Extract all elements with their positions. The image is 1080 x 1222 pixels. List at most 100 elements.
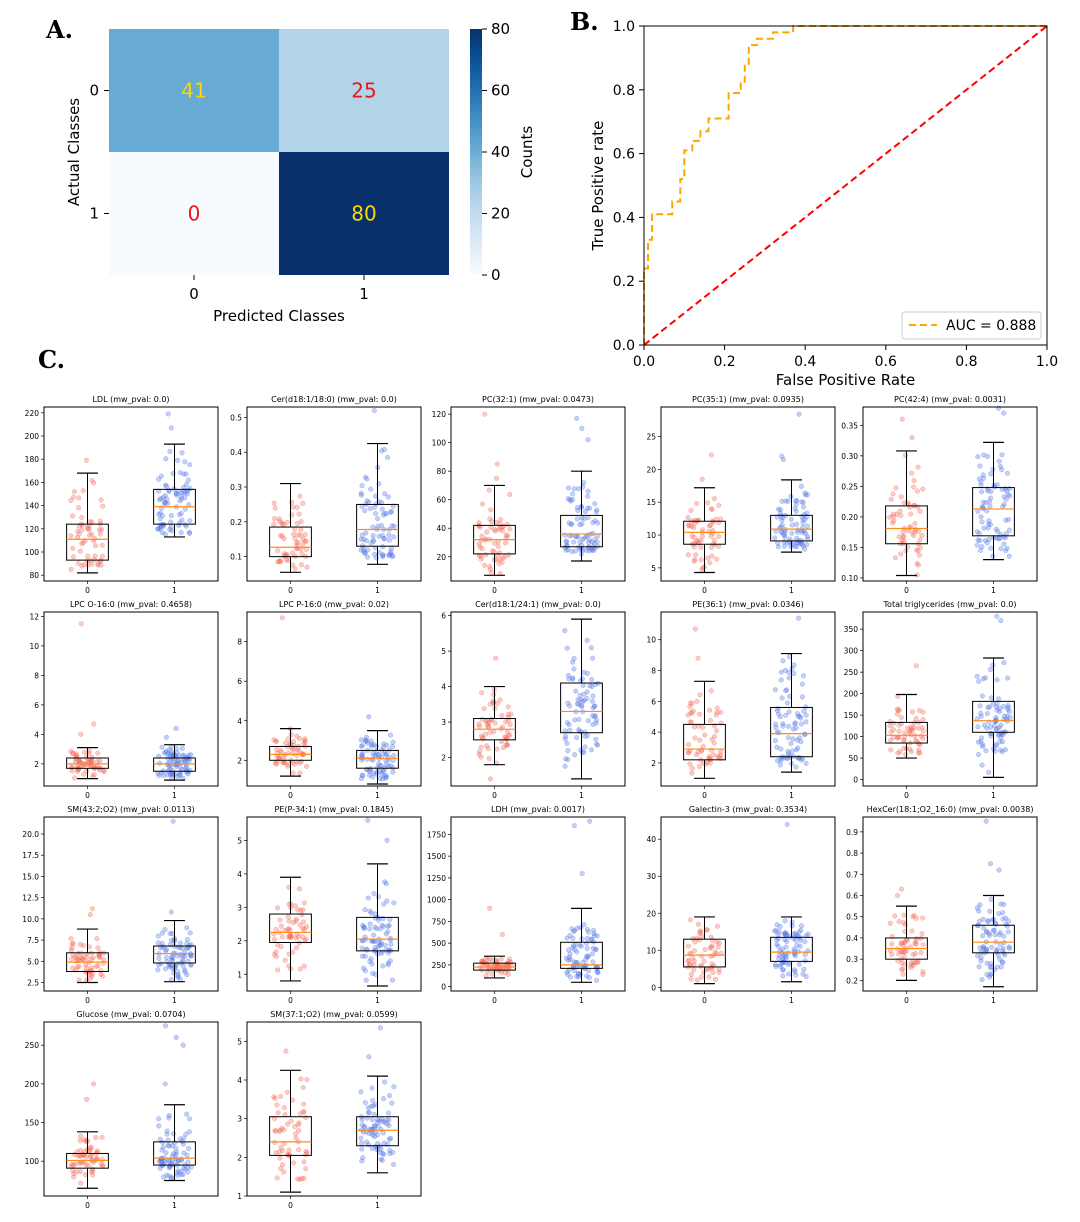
- data-point: [177, 940, 184, 946]
- data-point: [371, 539, 377, 545]
- data-point: [79, 540, 85, 547]
- data-point: [68, 533, 74, 539]
- data-point: [709, 553, 715, 559]
- data-point: [997, 709, 1003, 715]
- data-point: [494, 746, 500, 752]
- outlier-point: [695, 655, 701, 661]
- data-point: [994, 707, 1000, 713]
- y-tick-label: 2: [651, 759, 656, 768]
- data-point: [590, 655, 596, 661]
- data-point: [486, 755, 492, 761]
- data-point: [503, 540, 509, 546]
- data-point: [714, 705, 720, 711]
- data-point: [685, 958, 691, 964]
- data-point: [702, 732, 708, 738]
- data-point: [100, 973, 106, 979]
- data-point: [183, 1131, 189, 1137]
- data-point: [277, 1155, 283, 1161]
- data-point: [478, 744, 484, 750]
- data-point: [778, 677, 784, 683]
- data-point: [789, 522, 795, 528]
- data-point: [166, 1112, 172, 1119]
- data-point: [162, 531, 168, 537]
- data-point: [384, 898, 390, 904]
- data-point: [977, 902, 983, 908]
- data-point: [594, 742, 601, 748]
- data-point: [178, 530, 184, 536]
- data-point: [290, 1097, 296, 1103]
- data-point: [975, 537, 981, 543]
- data-point: [361, 546, 367, 552]
- data-point: [169, 1143, 175, 1149]
- data-point: [976, 908, 982, 914]
- data-point: [301, 926, 308, 932]
- data-point: [381, 536, 387, 542]
- outlier-point: [493, 655, 499, 661]
- data-point: [288, 731, 294, 738]
- outlier-point: [162, 1023, 169, 1029]
- box: [560, 941, 603, 969]
- cell-value: 0: [188, 202, 201, 226]
- data-point: [294, 733, 300, 739]
- y-tick-label: 0.0: [613, 338, 635, 354]
- data-point: [799, 694, 805, 700]
- data-point: [787, 536, 793, 542]
- data-point: [479, 690, 485, 696]
- data-point: [590, 945, 596, 951]
- data-point: [483, 973, 489, 979]
- y-tick-label: 7.5: [27, 936, 39, 945]
- data-point: [498, 956, 504, 962]
- panel-title: Galectin-3 (mw_pval: 0.3534): [689, 805, 807, 814]
- data-point: [785, 723, 792, 729]
- outlier-point: [91, 1081, 97, 1087]
- data-point: [793, 972, 799, 978]
- boxplot-panel: Galectin-3 (mw_pval: 0.3534) 0 10 20 30 40 0 1: [646, 805, 836, 1005]
- data-point: [391, 523, 397, 529]
- data-point: [694, 538, 700, 544]
- data-point: [286, 1147, 292, 1153]
- data-point: [375, 516, 381, 522]
- data-point: [987, 666, 993, 673]
- data-point: [895, 750, 901, 756]
- data-point: [986, 933, 992, 939]
- data-point: [90, 773, 96, 779]
- boxplot-panel: PE(36:1) (mw_pval: 0.0346) 2 4 6 8 10 0 1: [646, 600, 836, 800]
- data-point: [570, 659, 576, 665]
- data-point: [987, 965, 993, 971]
- outlier-point: [699, 476, 705, 482]
- data-point: [183, 482, 189, 488]
- data-point: [988, 961, 994, 967]
- data-point: [785, 735, 792, 741]
- data-point: [891, 720, 897, 726]
- data-point: [372, 924, 378, 930]
- data-point: [563, 538, 569, 544]
- data-point: [272, 516, 278, 522]
- x-tick-label: 1: [789, 586, 794, 595]
- plot-frame: [43, 406, 219, 582]
- box: [356, 503, 399, 547]
- data-point: [77, 548, 83, 554]
- data-point: [919, 532, 925, 538]
- data-point: [706, 707, 713, 713]
- data-point: [890, 514, 896, 520]
- heatmap-cell: [109, 152, 279, 275]
- data-point: [298, 562, 305, 568]
- boxplot-panel: Cer(d18:1/24:1) (mw_pval: 0.0) 2 3 4 5 6 0 1: [441, 600, 626, 800]
- data-point: [571, 486, 577, 492]
- y-tick-label: 40: [436, 524, 446, 533]
- data-point: [699, 534, 706, 540]
- data-point: [275, 1110, 281, 1116]
- y-tick-label: 0: [853, 776, 858, 785]
- data-point: [68, 936, 74, 942]
- data-point: [500, 745, 507, 751]
- data-point: [707, 560, 713, 566]
- data-point: [579, 936, 585, 942]
- data-point: [300, 500, 306, 506]
- y-tick-label: 0.8: [613, 83, 635, 99]
- data-point: [896, 918, 902, 925]
- data-point: [983, 748, 989, 754]
- data-point: [81, 771, 87, 777]
- data-point: [793, 508, 799, 514]
- plot-frame: [246, 1021, 422, 1197]
- data-point: [918, 935, 924, 942]
